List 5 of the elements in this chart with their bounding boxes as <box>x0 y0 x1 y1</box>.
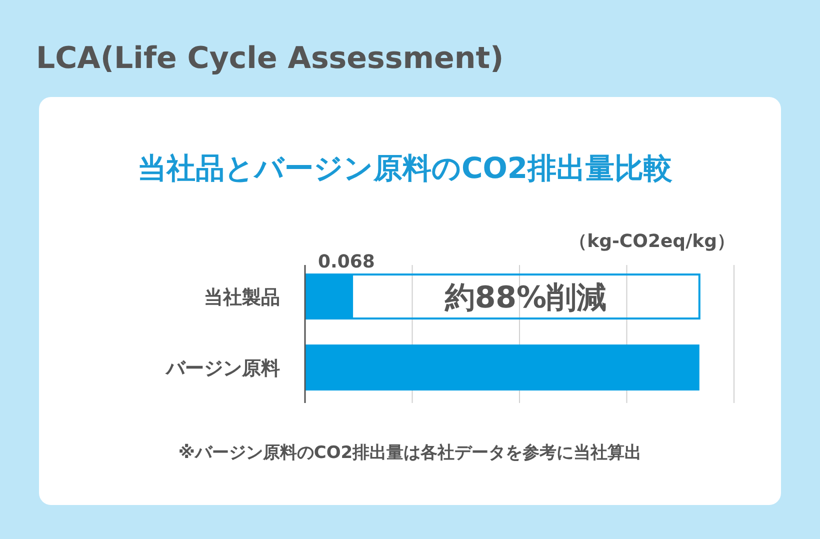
subtitle: 当社品とバージン原料のCO2排出量比較 <box>137 151 673 185</box>
annotation: 約88%削減 <box>444 280 607 316</box>
xlabel: （kg-CO2eq/kg） <box>569 231 735 252</box>
annotation: ※バージン原料のCO2排出量は各社データを参考に当社算出 <box>178 443 642 463</box>
title: LCA(Life Cycle Assessment) <box>36 41 504 76</box>
